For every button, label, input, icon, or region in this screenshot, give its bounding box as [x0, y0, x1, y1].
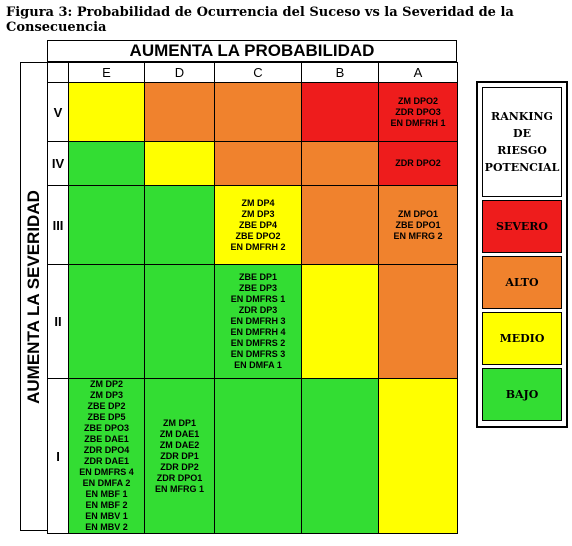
matrix-cell-iv-b — [301, 141, 379, 186]
legend-bajo: BAJO — [482, 368, 562, 421]
figure-title: Figura 3: Probabilidad de Ocurrencia del… — [6, 5, 514, 35]
matrix-cell-ii-a — [378, 264, 458, 379]
matrix-cell-iii-b — [301, 185, 379, 265]
matrix-cell-iii-e — [68, 185, 145, 265]
matrix-cell-iii-d — [144, 185, 215, 265]
matrix-cell-v-a: ZM DPO2 ZDR DPO3 EN DMFRH 1 — [378, 82, 458, 142]
matrix-cell-v-e — [68, 82, 145, 142]
matrix-cell-ii-c: ZBE DP1 ZBE DP3 EN DMFRS 1 ZDR DP3 EN DM… — [214, 264, 302, 379]
row-header-iv: IV — [47, 141, 69, 186]
legend-alto: ALTO — [482, 256, 562, 309]
matrix-cell-v-c — [214, 82, 302, 142]
matrix-cell-iv-e — [68, 141, 145, 186]
severity-axis-header-box: AUMENTA LA SEVERIDAD — [20, 62, 48, 531]
legend-medio: MEDIO — [482, 312, 562, 365]
column-header-b: B — [301, 62, 379, 83]
matrix-cell-iii-c: ZM DP4 ZM DP3 ZBE DP4 ZBE DPO2 EN DMFRH … — [214, 185, 302, 265]
matrix-cell-iv-a: ZDR DPO2 — [378, 141, 458, 186]
risk-legend: RANKING DE RIESGO POTENCIAL SEVERO ALTO … — [476, 81, 568, 428]
corner-cell — [47, 62, 69, 83]
matrix-cell-i-d: ZM DP1 ZM DAE1 ZM DAE2 ZDR DP1 ZDR DP2 Z… — [144, 378, 215, 534]
legend-severo: SEVERO — [482, 200, 562, 253]
matrix-cell-ii-b — [301, 264, 379, 379]
column-header-c: C — [214, 62, 302, 83]
matrix-cell-i-e: ZM DP2 ZM DP3 ZBE DP2 ZBE DP5 ZBE DPO3 Z… — [68, 378, 145, 534]
severity-axis-header: AUMENTA LA SEVERIDAD — [24, 189, 43, 404]
matrix-cell-iii-a: ZM DPO1 ZBE DPO1 EN MFRG 2 — [378, 185, 458, 265]
row-header-ii: II — [47, 264, 69, 379]
matrix-cell-i-b — [301, 378, 379, 534]
risk-matrix: E D C B A V ZM DPO2 ZDR DPO3 EN DMFRH 1 … — [47, 62, 458, 534]
row-header-v: V — [47, 82, 69, 142]
legend-title: RANKING DE RIESGO POTENCIAL — [482, 87, 562, 197]
matrix-cell-v-d — [144, 82, 215, 142]
matrix-cell-iv-c — [214, 141, 302, 186]
column-header-e: E — [68, 62, 145, 83]
column-header-d: D — [144, 62, 215, 83]
matrix-cell-i-c — [214, 378, 302, 534]
matrix-cell-ii-e — [68, 264, 145, 379]
matrix-cell-v-b — [301, 82, 379, 142]
row-header-i: I — [47, 378, 69, 534]
matrix-cell-ii-d — [144, 264, 215, 379]
matrix-cell-i-a — [378, 378, 458, 534]
row-header-iii: III — [47, 185, 69, 265]
matrix-cell-iv-d — [144, 141, 215, 186]
column-header-a: A — [378, 62, 458, 83]
probability-axis-header: AUMENTA LA PROBABILIDAD — [47, 40, 457, 62]
